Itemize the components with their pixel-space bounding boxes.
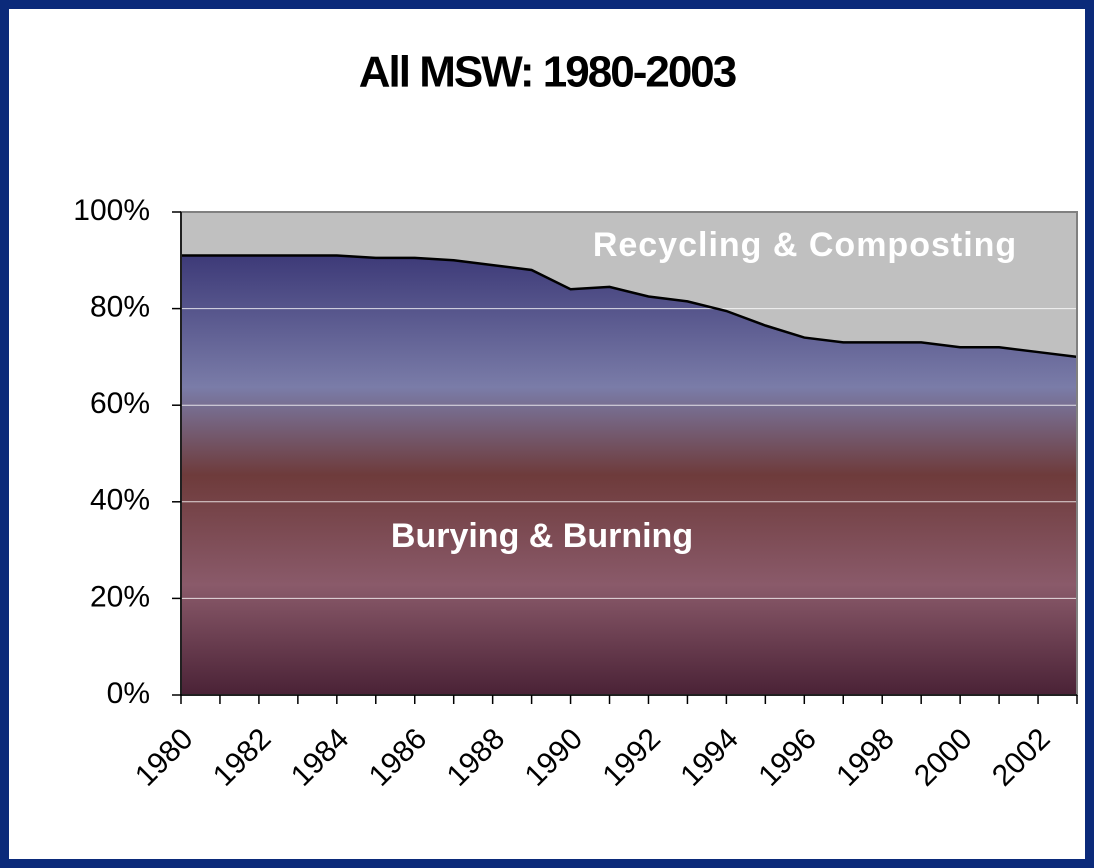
y-tick-label: 40% [90, 484, 150, 517]
chart: All MSW: 1980-2003 0%20%40%60%80%100%198… [0, 0, 1094, 868]
series-label: Burying & Burning [391, 517, 693, 555]
y-tick-label: 20% [90, 580, 150, 613]
y-tick-label: 0% [107, 677, 150, 710]
y-tick-label: 60% [90, 387, 150, 420]
y-tick-label: 80% [90, 291, 150, 324]
chart-title: All MSW: 1980-2003 [359, 48, 736, 97]
plot-area [181, 212, 1077, 695]
y-tick-label: 100% [73, 194, 150, 227]
series-label: Recycling & Composting [593, 226, 1017, 264]
page: {"chart_data": {"type": "stacked-area", … [0, 0, 1094, 868]
